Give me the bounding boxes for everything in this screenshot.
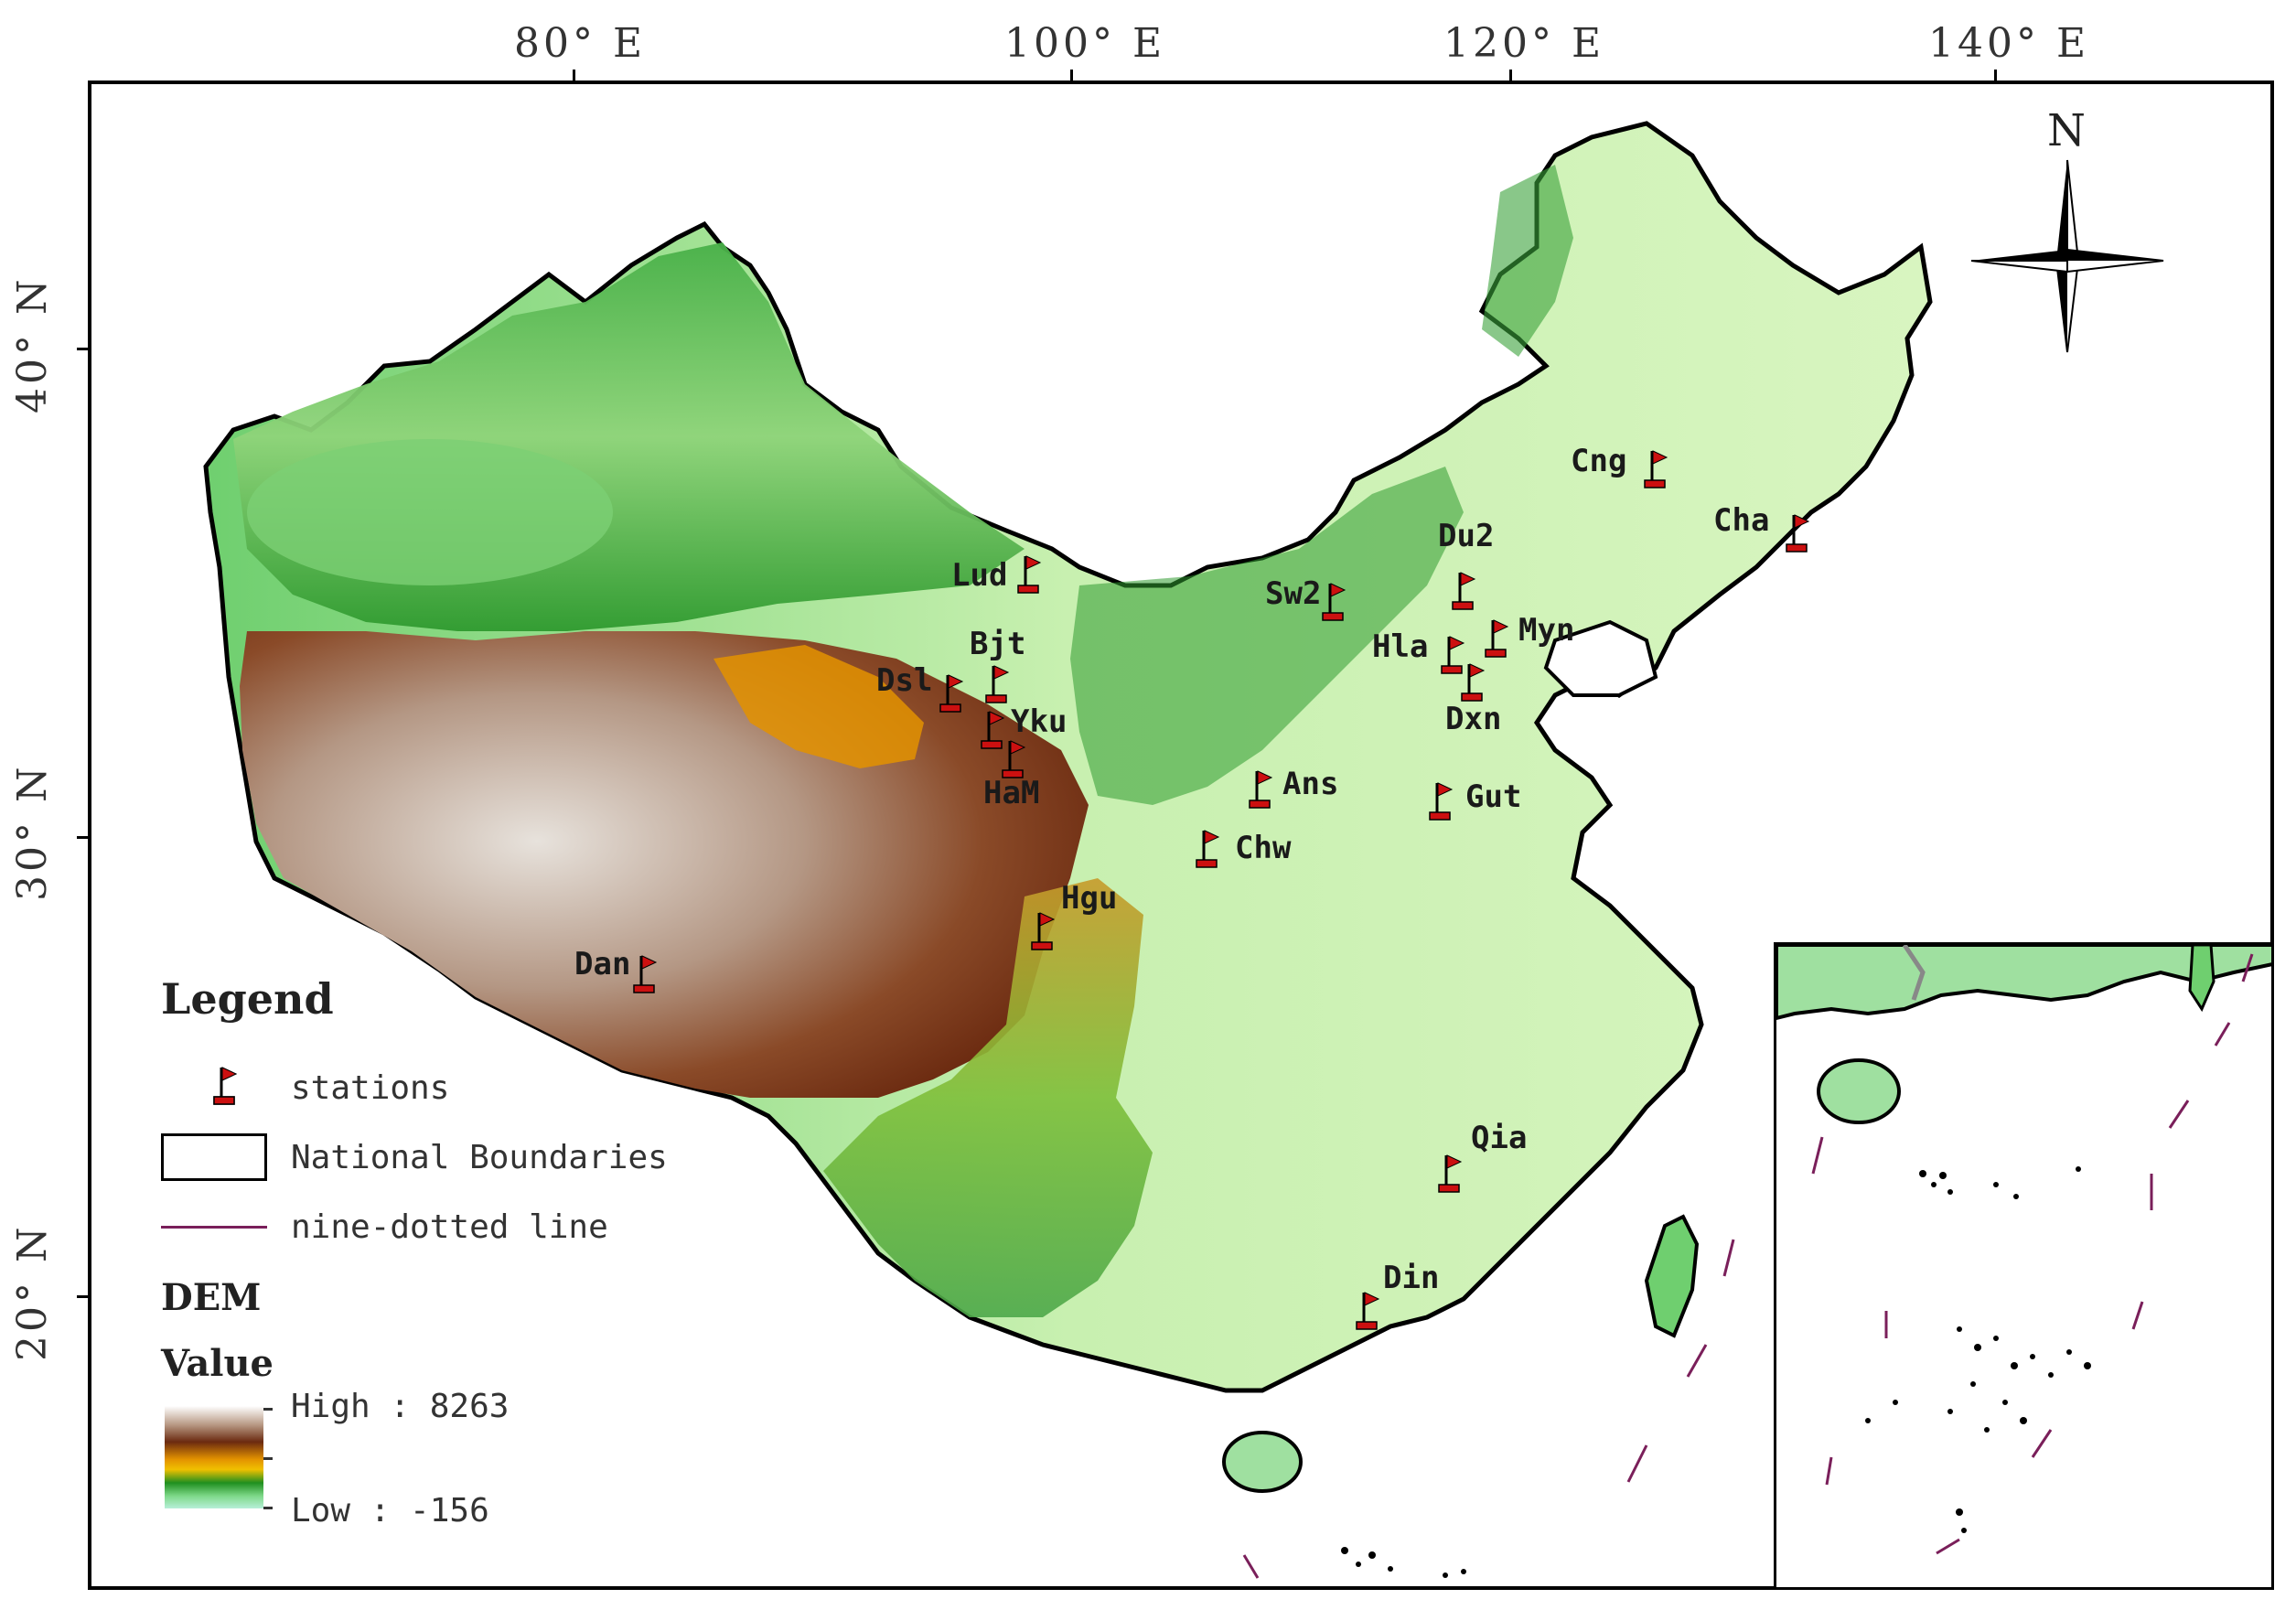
- stn-hgu-marker: [1031, 912, 1056, 950]
- stn-ham-label: HaM: [983, 775, 1039, 811]
- stn-dsl-label: Dsl: [876, 662, 932, 699]
- stn-gut-label: Gut: [1465, 778, 1521, 815]
- legend-title: Legend: [161, 974, 334, 1024]
- legend-row-stations: stations: [161, 1060, 728, 1115]
- stn-cng-marker: [1644, 450, 1668, 488]
- south-china-sea-inset: [1774, 942, 2274, 1590]
- stn-myn-label: Myn: [1518, 612, 1574, 649]
- stn-lud-label: Lud: [951, 557, 1007, 594]
- stn-dxn-marker: [1461, 663, 1486, 702]
- stn-ans-label: Ans: [1282, 766, 1338, 802]
- stn-ans-marker: [1249, 770, 1273, 809]
- bohai-sea: [1543, 619, 1658, 697]
- stn-dan-label: Dan: [574, 946, 630, 982]
- map-frame: [88, 80, 2274, 1590]
- stn-hgu-label: Hgu: [1061, 880, 1117, 917]
- legend-label-nine-dotted: nine-dotted line: [291, 1208, 608, 1246]
- lat-tickmark-30: [77, 836, 90, 839]
- dem-low-label: Low : -156: [291, 1492, 489, 1530]
- north-label: N: [2047, 105, 2086, 156]
- northeast-ridge: [1482, 165, 1573, 357]
- north-arrow: N: [1958, 105, 2177, 370]
- nine-dotted-swatch: [161, 1226, 267, 1229]
- stn-dan-marker: [633, 955, 658, 993]
- inset-mainland: [1776, 945, 2271, 1021]
- stn-sw2-label: Sw2: [1265, 575, 1321, 612]
- hainan-island: [1222, 1431, 1303, 1493]
- lon-tickmark-100: [1070, 70, 1073, 82]
- stn-bjt-marker: [985, 665, 1010, 703]
- stn-cha-marker: [1786, 514, 1810, 553]
- lon-tick-120: 120° E: [1443, 20, 1605, 67]
- inset-map: [1776, 945, 2271, 1555]
- legend-row-boundaries: National Boundaries: [161, 1130, 728, 1185]
- ramp-tick-high: [263, 1408, 273, 1411]
- lat-tickmark-40: [77, 348, 90, 350]
- nine-dotted-line: [1242, 1239, 1735, 1579]
- legend: Legend stations National Boundaries nine…: [161, 974, 728, 1560]
- stn-myn-marker: [1485, 619, 1509, 658]
- boundary-swatch: [161, 1133, 267, 1181]
- stn-dsl-marker: [939, 674, 964, 713]
- lon-tickmark-140: [1994, 70, 1997, 82]
- value-heading: Value: [161, 1342, 274, 1385]
- legend-row-nine-dotted: nine-dotted line: [161, 1199, 728, 1254]
- flag-icon: [212, 1066, 238, 1106]
- stn-hla-label: Hla: [1372, 628, 1428, 665]
- stn-bjt-label: Bjt: [970, 626, 1025, 662]
- south-islands: [1341, 1547, 1466, 1578]
- stn-lud-marker: [1017, 555, 1042, 594]
- lon-tick-140: 140° E: [1928, 20, 2090, 67]
- lon-tick-100: 100° E: [1004, 20, 1166, 67]
- stn-hla-marker: [1441, 636, 1465, 674]
- stn-qia-label: Qia: [1471, 1120, 1527, 1156]
- stn-yku-marker: [981, 711, 1005, 749]
- ramp-tick-mid: [263, 1457, 273, 1460]
- legend-label-stations: stations: [291, 1068, 450, 1107]
- dem-heading: DEM: [161, 1276, 262, 1319]
- lon-tickmark-80: [573, 70, 575, 82]
- stn-chw-marker: [1196, 830, 1220, 868]
- stn-cng-label: Cng: [1571, 443, 1626, 479]
- inset-hainan: [1817, 1058, 1901, 1124]
- stn-cha-label: Cha: [1713, 502, 1769, 539]
- stn-gut-marker: [1429, 782, 1454, 821]
- taiwan-island: [1644, 1214, 1700, 1338]
- lon-tick-80: 80° E: [514, 20, 647, 67]
- stn-din-label: Din: [1383, 1260, 1439, 1296]
- qaidam-basin: [713, 645, 924, 768]
- stn-sw2-marker: [1322, 583, 1346, 621]
- stn-din-marker: [1356, 1292, 1380, 1330]
- southwest-mountains: [823, 878, 1153, 1317]
- stn-ham-marker: [1002, 740, 1026, 778]
- dem-high-label: High : 8263: [291, 1388, 510, 1425]
- lat-tickmark-20: [77, 1295, 90, 1298]
- north-green-belt: [1070, 467, 1464, 805]
- stn-qia-marker: [1438, 1154, 1463, 1193]
- inset-taiwan: [2188, 945, 2216, 1013]
- lon-tickmark-120: [1509, 70, 1512, 82]
- stn-du2-marker: [1452, 572, 1476, 610]
- stn-chw-label: Chw: [1235, 830, 1292, 866]
- stn-yku-label: Yku: [1011, 703, 1067, 740]
- dem-color-ramp: [165, 1406, 263, 1508]
- legend-label-boundaries: National Boundaries: [291, 1138, 668, 1176]
- stations-layer: Lud Bjt Dsl Yku HaM Hgu Dan Sw2 Du2 Hla Myn Dxn Ans G…: [574, 443, 1810, 1330]
- stn-dxn-label: Dxn: [1445, 701, 1501, 737]
- ramp-tick-low: [263, 1507, 273, 1509]
- compass-rose-icon: [1970, 159, 2164, 353]
- stn-du2-label: Du2: [1438, 518, 1494, 554]
